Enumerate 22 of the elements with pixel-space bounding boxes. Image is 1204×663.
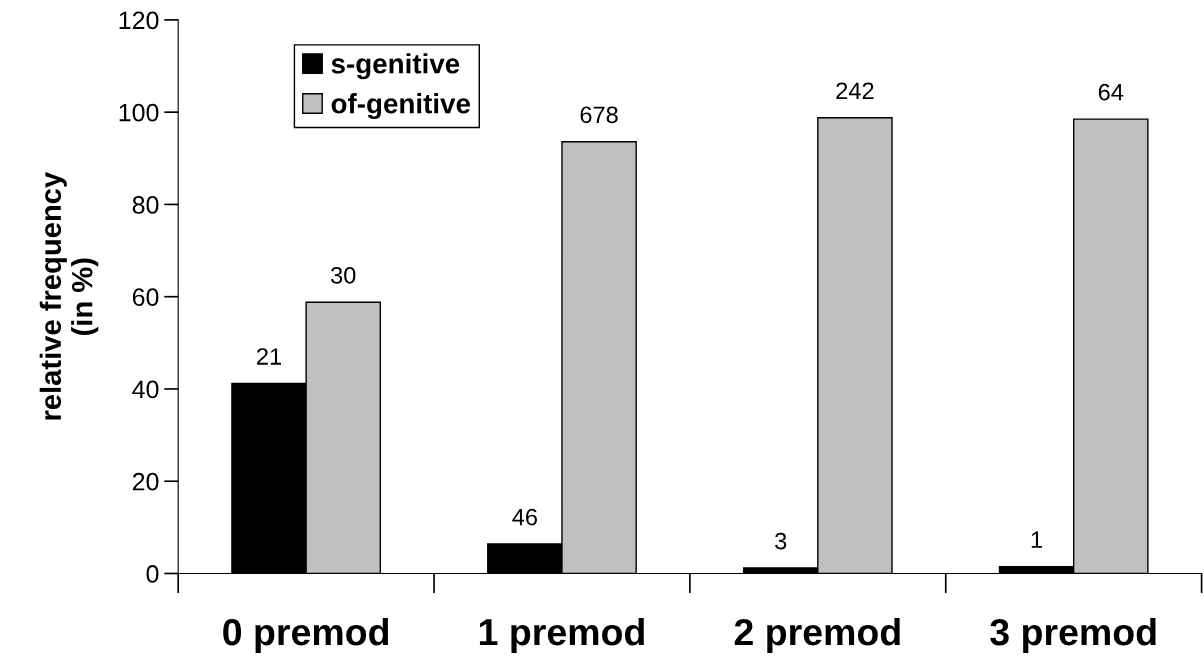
legend-label: of-genitive xyxy=(331,93,471,120)
y-axis-title: relative frequency (in %) xyxy=(39,172,99,420)
y-tick-label: 80 xyxy=(132,196,159,214)
y-tick-label: 60 xyxy=(132,288,159,306)
x-tick-label: 3 premod xyxy=(990,617,1156,653)
annotation: 3 xyxy=(775,532,787,550)
x-tick-label: 1 premod xyxy=(479,617,644,653)
annotation: 678 xyxy=(580,106,618,124)
x-tick-label: 0 premod xyxy=(223,617,389,653)
annotation: 64 xyxy=(1098,83,1124,101)
y-tick-label: 120 xyxy=(119,11,159,30)
y-tick-label: 40 xyxy=(132,380,159,399)
legend-label: s-genitive xyxy=(331,53,460,80)
y-tick-label: 0 xyxy=(146,565,159,583)
y-tick-label: 20 xyxy=(132,472,159,491)
y-tick-label: 100 xyxy=(119,103,159,122)
annotation: 30 xyxy=(330,266,356,284)
annotation: 21 xyxy=(257,348,281,365)
x-tick-label: 2 premod xyxy=(734,617,900,653)
annotation: 46 xyxy=(512,508,537,526)
annotation: 242 xyxy=(836,82,874,99)
annotation: 1 xyxy=(1031,531,1042,548)
